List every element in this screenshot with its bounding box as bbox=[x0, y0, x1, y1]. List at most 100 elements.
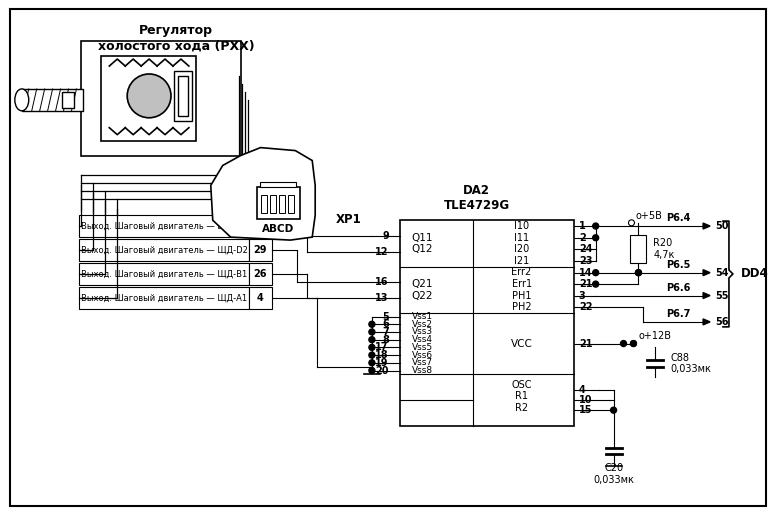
Text: 50: 50 bbox=[715, 221, 729, 231]
Polygon shape bbox=[703, 223, 710, 229]
Text: P6.4: P6.4 bbox=[666, 213, 691, 223]
Text: 17: 17 bbox=[376, 342, 389, 352]
Bar bbox=[178, 76, 188, 116]
Text: Vss2: Vss2 bbox=[412, 320, 433, 329]
Circle shape bbox=[636, 270, 642, 276]
Text: 26: 26 bbox=[254, 269, 267, 279]
Text: 21: 21 bbox=[579, 279, 592, 289]
Text: Vss8: Vss8 bbox=[412, 366, 433, 375]
Text: Vss1: Vss1 bbox=[412, 312, 433, 321]
Text: 14: 14 bbox=[579, 268, 592, 278]
Text: 4: 4 bbox=[579, 385, 586, 396]
Bar bbox=[102, 56, 196, 141]
Text: Q21
Q22: Q21 Q22 bbox=[411, 279, 433, 301]
Bar bbox=[279, 195, 286, 213]
Bar bbox=[261, 182, 296, 187]
Text: Выход. Шаговый двигатель — ЩД-С2: Выход. Шаговый двигатель — ЩД-С2 bbox=[81, 221, 247, 231]
Bar bbox=[22, 89, 84, 111]
Text: 8: 8 bbox=[382, 335, 389, 345]
Circle shape bbox=[593, 281, 598, 287]
Text: 20: 20 bbox=[376, 366, 389, 375]
Text: 5: 5 bbox=[382, 312, 389, 321]
Circle shape bbox=[593, 235, 598, 241]
Circle shape bbox=[611, 407, 617, 413]
Text: XP1: XP1 bbox=[336, 213, 362, 226]
Circle shape bbox=[127, 74, 171, 118]
Ellipse shape bbox=[15, 89, 29, 111]
Text: Выход. Шаговый двигатель — ЩД-А1: Выход. Шаговый двигатель — ЩД-А1 bbox=[81, 293, 247, 302]
Text: R20
4,7к: R20 4,7к bbox=[653, 238, 675, 260]
Text: 55: 55 bbox=[715, 290, 729, 301]
Text: 54: 54 bbox=[715, 268, 729, 278]
PathPatch shape bbox=[211, 148, 315, 240]
Text: C20
0,033мк: C20 0,033мк bbox=[593, 463, 634, 485]
Circle shape bbox=[369, 321, 375, 327]
Bar bbox=[257, 187, 300, 219]
Bar bbox=[400, 220, 573, 426]
Text: 21: 21 bbox=[579, 338, 592, 349]
Text: 23: 23 bbox=[579, 256, 592, 266]
Text: 4: 4 bbox=[257, 293, 264, 303]
Text: 2: 2 bbox=[579, 233, 586, 243]
Bar bbox=[248, 287, 272, 308]
Text: 13: 13 bbox=[376, 293, 389, 303]
Polygon shape bbox=[703, 293, 710, 299]
Bar bbox=[630, 235, 646, 263]
Text: Регулятор
холостого хода (РХХ): Регулятор холостого хода (РХХ) bbox=[98, 24, 255, 52]
Bar bbox=[79, 239, 248, 261]
Circle shape bbox=[369, 329, 375, 335]
Text: 16: 16 bbox=[376, 277, 389, 287]
Polygon shape bbox=[703, 270, 710, 276]
Text: 29: 29 bbox=[254, 245, 267, 255]
Text: 15: 15 bbox=[579, 405, 592, 415]
Text: Vss3: Vss3 bbox=[412, 328, 433, 336]
Circle shape bbox=[630, 340, 636, 347]
Text: о+5В: о+5В bbox=[636, 211, 663, 221]
Bar bbox=[271, 195, 276, 213]
Text: Выход. Шаговый двигатель — ЩД-В1: Выход. Шаговый двигатель — ЩД-В1 bbox=[81, 269, 247, 279]
Text: 21: 21 bbox=[254, 221, 267, 231]
Text: DD4: DD4 bbox=[741, 267, 769, 281]
Text: 10: 10 bbox=[579, 395, 592, 405]
Text: 3: 3 bbox=[579, 290, 586, 301]
Bar bbox=[248, 239, 272, 261]
Circle shape bbox=[593, 270, 598, 276]
Text: VCC: VCC bbox=[511, 338, 532, 349]
Bar bbox=[174, 71, 192, 121]
Circle shape bbox=[369, 360, 375, 366]
Text: Vss7: Vss7 bbox=[412, 358, 433, 367]
Circle shape bbox=[621, 340, 626, 347]
Circle shape bbox=[369, 337, 375, 342]
Text: 9: 9 bbox=[382, 231, 389, 241]
Bar bbox=[262, 195, 268, 213]
Text: 22: 22 bbox=[579, 302, 592, 312]
Bar bbox=[289, 195, 294, 213]
Text: 19: 19 bbox=[376, 358, 389, 368]
Text: 12: 12 bbox=[376, 247, 389, 256]
Text: 18: 18 bbox=[375, 350, 389, 360]
Text: 24: 24 bbox=[579, 245, 592, 254]
Text: Vss4: Vss4 bbox=[412, 335, 433, 344]
Text: ABCD: ABCD bbox=[262, 224, 295, 234]
Bar bbox=[79, 263, 248, 285]
Text: DA2
TLE4729G: DA2 TLE4729G bbox=[444, 184, 510, 212]
Text: OSC
R1
R2: OSC R1 R2 bbox=[511, 380, 532, 413]
Text: I10
I11
I20
I21: I10 I11 I20 I21 bbox=[514, 221, 529, 266]
Bar bbox=[248, 215, 272, 237]
Text: о+12В: о+12В bbox=[639, 331, 671, 340]
Circle shape bbox=[369, 368, 375, 373]
Text: P6.5: P6.5 bbox=[666, 260, 691, 270]
Circle shape bbox=[630, 340, 636, 347]
Text: 1: 1 bbox=[579, 221, 586, 231]
Bar bbox=[248, 263, 272, 285]
Text: 7: 7 bbox=[382, 327, 389, 337]
Circle shape bbox=[369, 352, 375, 358]
Text: P6.7: P6.7 bbox=[666, 309, 691, 319]
Text: Выход. Шаговый двигатель — ЩД-D2: Выход. Шаговый двигатель — ЩД-D2 bbox=[81, 246, 248, 254]
Text: P6.6: P6.6 bbox=[666, 283, 691, 293]
Circle shape bbox=[369, 345, 375, 350]
Polygon shape bbox=[703, 319, 710, 325]
Text: Vss5: Vss5 bbox=[412, 343, 433, 352]
Circle shape bbox=[593, 223, 598, 229]
Text: Vss6: Vss6 bbox=[412, 351, 433, 359]
